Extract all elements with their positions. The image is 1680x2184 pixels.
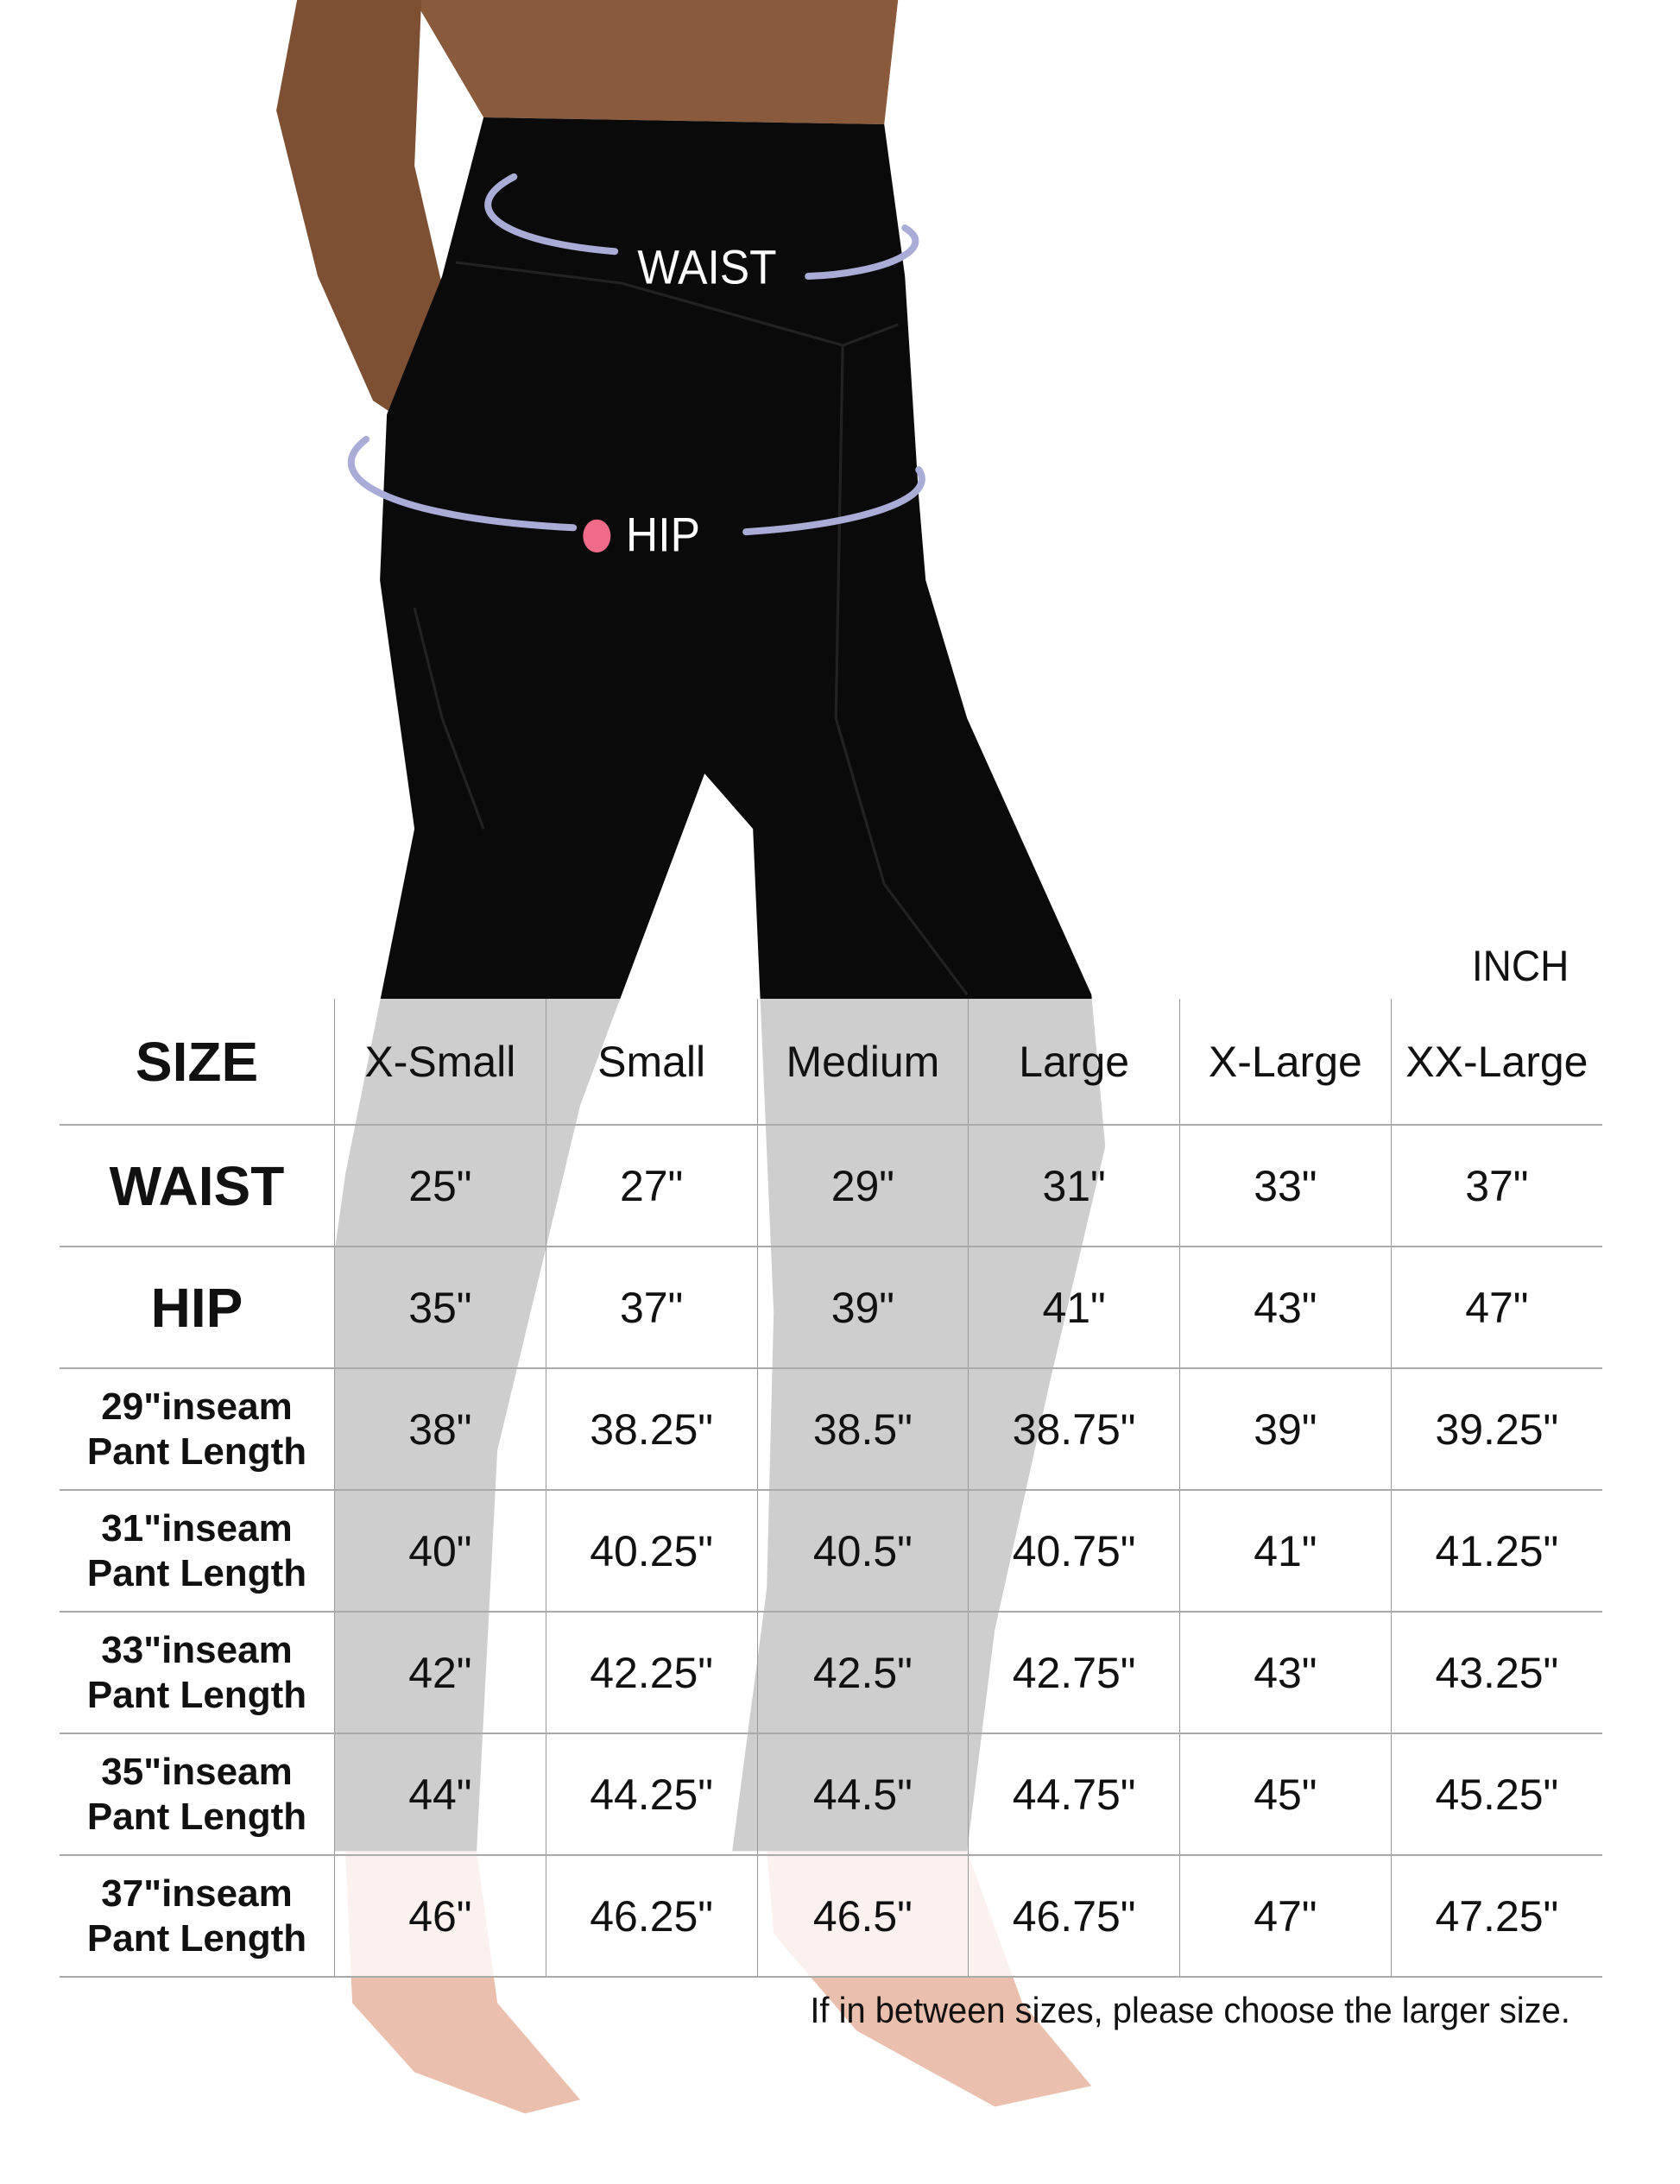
size-chart-table: SIZE X-Small Small Medium Large X-Large XX-Lar…	[60, 999, 1602, 1978]
row-label-line2: Pant Length	[86, 1430, 307, 1473]
table-cell: 33"	[1179, 1125, 1392, 1247]
table-cell: 44"	[334, 1733, 546, 1856]
table-row: HIP 35" 37" 39" 41" 43" 47"	[60, 1247, 1602, 1369]
row-label-line2: Pant Length	[86, 1551, 307, 1594]
row-label-line1: 31"inseam	[101, 1506, 293, 1550]
row-label: WAIST	[60, 1125, 335, 1247]
row-label-line1: 29"inseam	[101, 1385, 293, 1428]
table-cell: 44.75"	[968, 1733, 1180, 1856]
size-column-header: X-Small	[334, 999, 546, 1126]
table-cell: 27"	[545, 1125, 757, 1247]
size-column-header: Small	[545, 999, 757, 1126]
table-cell: 37"	[545, 1247, 757, 1369]
table-row: 35"inseam Pant Length 44" 44.25" 44.5" 44.75"…	[60, 1733, 1602, 1856]
table-cell: 46.75"	[968, 1855, 1180, 1978]
row-label-line2: Pant Length	[86, 1673, 307, 1716]
torso-skin	[414, 0, 899, 125]
table-row: 29"inseam Pant Length 38" 38.25" 38.5" 38.75"…	[60, 1368, 1602, 1491]
table-cell: 44.25"	[545, 1733, 757, 1856]
table-cell: 39.25"	[1390, 1368, 1602, 1491]
table-cell: 42"	[334, 1612, 546, 1734]
table-cell: 46.5"	[756, 1855, 969, 1978]
size-column-header: Large	[968, 999, 1180, 1126]
table-cell: 39"	[1179, 1368, 1392, 1491]
table-cell: 45.25"	[1390, 1733, 1602, 1856]
size-column-header: Medium	[756, 999, 969, 1126]
table-cell: 47"	[1179, 1855, 1392, 1978]
table-cell: 39"	[756, 1247, 969, 1369]
table-cell: 43"	[1179, 1612, 1392, 1734]
row-label-line1: 33"inseam	[101, 1628, 293, 1671]
row-label: 35"inseam Pant Length	[60, 1733, 335, 1856]
row-label: 29"inseam Pant Length	[60, 1368, 335, 1491]
table-cell: 41"	[968, 1247, 1180, 1369]
table-cell: 41.25"	[1390, 1490, 1602, 1613]
waist-photo-label: WAIST	[637, 239, 777, 294]
table-cell: 43.25"	[1390, 1612, 1602, 1734]
table-row: 31"inseam Pant Length 40" 40.25" 40.5" 40.75"…	[60, 1490, 1602, 1613]
row-label: 31"inseam Pant Length	[60, 1490, 335, 1613]
row-label-line1: 37"inseam	[101, 1872, 293, 1915]
table-cell: 37"	[1390, 1125, 1602, 1247]
table-cell: 40.5"	[756, 1490, 969, 1613]
hip-measure-line	[347, 435, 925, 536]
row-label-line2: Pant Length	[86, 1795, 307, 1838]
table-row: 37"inseam Pant Length 46" 46.25" 46.5" 46.75"…	[60, 1855, 1602, 1978]
unit-label: INCH	[1471, 942, 1569, 990]
table-cell: 38.25"	[545, 1368, 757, 1491]
table-cell: 42.75"	[968, 1612, 1180, 1734]
row-label-line1: WAIST	[109, 1154, 285, 1217]
table-cell: 40.25"	[545, 1490, 757, 1613]
size-column-header: X-Large	[1179, 999, 1392, 1126]
table-cell: 47"	[1390, 1247, 1602, 1369]
table-cell: 25"	[334, 1125, 546, 1247]
row-label-line1: HIP	[150, 1276, 243, 1339]
table-cell: 47.25"	[1390, 1855, 1602, 1978]
table-cell: 43"	[1179, 1247, 1392, 1369]
row-label: 33"inseam Pant Length	[60, 1612, 335, 1734]
table-cell: 46"	[334, 1855, 546, 1978]
table-cell: 38.75"	[968, 1368, 1180, 1491]
hip-photo-label: HIP	[626, 507, 700, 562]
row-label: HIP	[60, 1247, 335, 1369]
row-label: 37"inseam Pant Length	[60, 1855, 335, 1978]
row-label-line1: 35"inseam	[101, 1750, 293, 1793]
table-row: WAIST 25" 27" 29" 31" 33" 37"	[60, 1125, 1602, 1247]
size-column-header: XX-Large	[1390, 999, 1602, 1126]
arm-skin	[276, 0, 609, 553]
table-cell: 31"	[968, 1125, 1180, 1247]
waist-measure-line	[484, 173, 919, 281]
table-cell: 42.5"	[756, 1612, 969, 1734]
table-cell: 29"	[756, 1125, 969, 1247]
table-cell: 44.5"	[756, 1733, 969, 1856]
table-cell: 38"	[334, 1368, 546, 1491]
table-cell: 46.25"	[545, 1855, 757, 1978]
row-label-line2: Pant Length	[86, 1916, 307, 1960]
table-cell: 38.5"	[756, 1368, 969, 1491]
table-cell: 35"	[334, 1247, 546, 1369]
table-cell: 41"	[1179, 1490, 1392, 1613]
table-cell: 42.25"	[545, 1612, 757, 1734]
table-cell: 45"	[1179, 1733, 1392, 1856]
table-row: 33"inseam Pant Length 42" 42.25" 42.5" 42.75"…	[60, 1612, 1602, 1734]
table-cell: 40"	[334, 1490, 546, 1613]
table-cell: 40.75"	[968, 1490, 1180, 1613]
header-row: SIZE X-Small Small Medium Large X-Large XX-Lar…	[60, 999, 1602, 1126]
size-advice-note: If in between sizes, please choose the l…	[810, 1990, 1570, 2030]
size-header: SIZE	[60, 999, 335, 1126]
